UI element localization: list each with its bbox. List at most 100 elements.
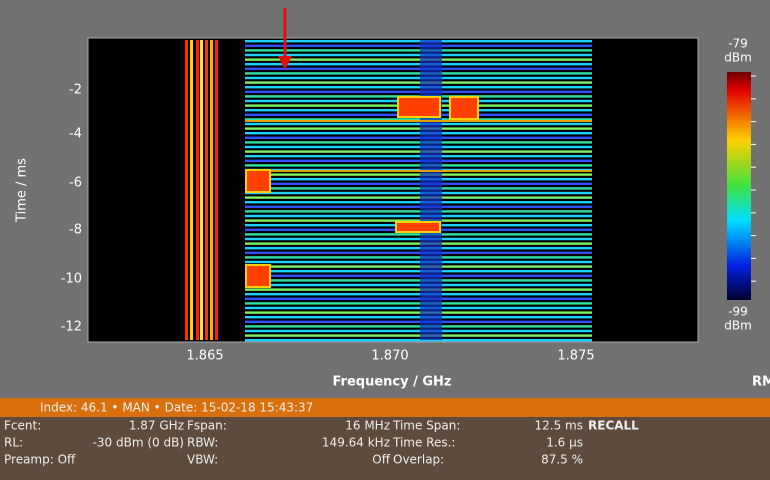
spectrogram-row	[245, 274, 592, 277]
x-axis: 1.865 1.870 1.875 Frequency / GHz RMS	[186, 349, 770, 390]
spectrogram-row	[245, 159, 592, 162]
spectrogram-row	[245, 256, 592, 259]
colorbar-min-unit: dBm	[724, 319, 752, 333]
spectrogram-row	[245, 320, 592, 323]
spectrogram-row	[245, 339, 592, 342]
info-value: Off	[372, 453, 390, 467]
spectrogram-column	[200, 40, 203, 340]
spectrogram-row	[245, 247, 592, 250]
info-value: 12.5 ms	[535, 419, 583, 433]
spectrogram-row	[245, 72, 592, 75]
spectrogram-row	[245, 76, 592, 80]
spectrogram-row	[245, 311, 592, 314]
spectrogram-row	[245, 118, 592, 121]
spectrogram-row	[245, 127, 592, 130]
spectrogram-row	[245, 219, 592, 222]
info-row: RL: -30 dBm (0 dB) RBW: 149.64 kHz Time …	[4, 436, 583, 450]
spectrogram-row	[245, 132, 592, 135]
info-label: RL:	[4, 436, 23, 450]
spectrogram-row	[245, 251, 592, 254]
y-tick-label: -2	[69, 83, 82, 98]
spectrogram-column	[210, 40, 213, 340]
y-tick-label: -8	[69, 223, 82, 238]
colorbar-max-unit: dBm	[724, 51, 752, 65]
spectrogram-row	[245, 150, 592, 153]
spectrogram-row	[245, 306, 592, 310]
spectrogram-row	[245, 44, 592, 47]
spectrogram-row	[245, 283, 592, 287]
spectrogram-row	[245, 201, 592, 204]
spectrogram-row	[245, 242, 592, 245]
spectrogram-row	[245, 270, 592, 273]
info-label: Preamp: Off	[4, 453, 76, 467]
spectrogram-row	[245, 316, 592, 319]
spectrogram-column	[190, 40, 193, 340]
spectrogram-line	[245, 170, 592, 172]
spectrogram-column	[196, 40, 199, 340]
spectrogram-area	[87, 37, 699, 343]
y-tick-label: -4	[69, 127, 82, 142]
spectrogram-row	[245, 58, 592, 61]
spectrogram-row	[245, 136, 592, 139]
spectrogram	[185, 40, 592, 342]
spectrogram-row	[245, 196, 592, 199]
x-tick-label: 1.870	[371, 349, 408, 364]
spectrogram-row	[245, 214, 592, 218]
info-value: 1.6 µs	[546, 436, 583, 450]
spectrogram-row	[245, 63, 592, 66]
spectrogram-row	[245, 237, 592, 241]
info-panel	[0, 417, 770, 480]
colorbar-gradient	[727, 72, 751, 300]
spectrogram-row	[245, 164, 592, 167]
spectrogram-burst	[395, 221, 441, 233]
info-label: Time Res.:	[392, 436, 455, 450]
spectrogram-row	[245, 260, 592, 264]
spectrogram-row	[245, 81, 592, 84]
spectrogram-row	[245, 40, 592, 43]
spectrogram-row	[245, 191, 592, 195]
colorbar-min: -99	[728, 305, 748, 319]
spectrogram-row	[245, 210, 592, 213]
spectrogram-row	[245, 302, 592, 305]
info-label: RBW:	[187, 436, 218, 450]
y-axis-label: Time / ms	[15, 158, 30, 223]
colorbar: -79 dBm -99 dBm	[724, 37, 756, 333]
info-label: Fcent:	[4, 419, 41, 433]
spectrogram-row	[245, 90, 592, 93]
spectrogram-row	[245, 265, 592, 268]
y-tick-label: -10	[61, 272, 82, 287]
info-row: Preamp: Off VBW: Off Overlap: 87.5 %	[4, 453, 583, 467]
info-value: 149.64 kHz	[322, 436, 390, 450]
x-axis-label: Frequency / GHz	[332, 375, 451, 390]
status-text: Index: 46.1 • MAN • Date: 15-02-18 15:43…	[40, 401, 313, 415]
spectrogram-row	[245, 49, 592, 52]
x-tick-label: 1.865	[186, 349, 223, 364]
spectrogram-row	[245, 145, 592, 149]
info-label: Fspan:	[187, 419, 227, 433]
info-label: VBW:	[187, 453, 218, 467]
spectrogram-row	[245, 182, 592, 185]
spectrogram-burst	[397, 96, 441, 118]
spectrogram-row	[245, 141, 592, 144]
spectrogram-column	[205, 40, 208, 340]
y-tick-label: -12	[61, 320, 82, 335]
info-value: 1.87 GHz	[129, 419, 184, 433]
recall-label: RECALL	[588, 419, 639, 433]
spectrogram-line	[245, 120, 592, 122]
info-row: Fcent: 1.87 GHz Fspan: 16 MHz Time Span:…	[4, 419, 639, 433]
spectrogram-burst	[245, 169, 271, 193]
spectrogram-row	[245, 325, 592, 328]
spectrogram-row	[245, 155, 592, 158]
info-value: -30 dBm (0 dB)	[93, 436, 184, 450]
spectrogram-row	[245, 288, 592, 291]
spectrogram-burst	[245, 264, 271, 288]
detector-label: RMS	[752, 375, 770, 390]
spectrogram-row	[245, 233, 592, 236]
status-bar	[0, 398, 770, 417]
spectrogram-row	[245, 86, 592, 89]
spectrogram-row	[245, 334, 592, 337]
x-tick-label: 1.875	[557, 349, 594, 364]
spectrogram-row	[245, 173, 592, 176]
spectrogram-row	[245, 53, 592, 57]
